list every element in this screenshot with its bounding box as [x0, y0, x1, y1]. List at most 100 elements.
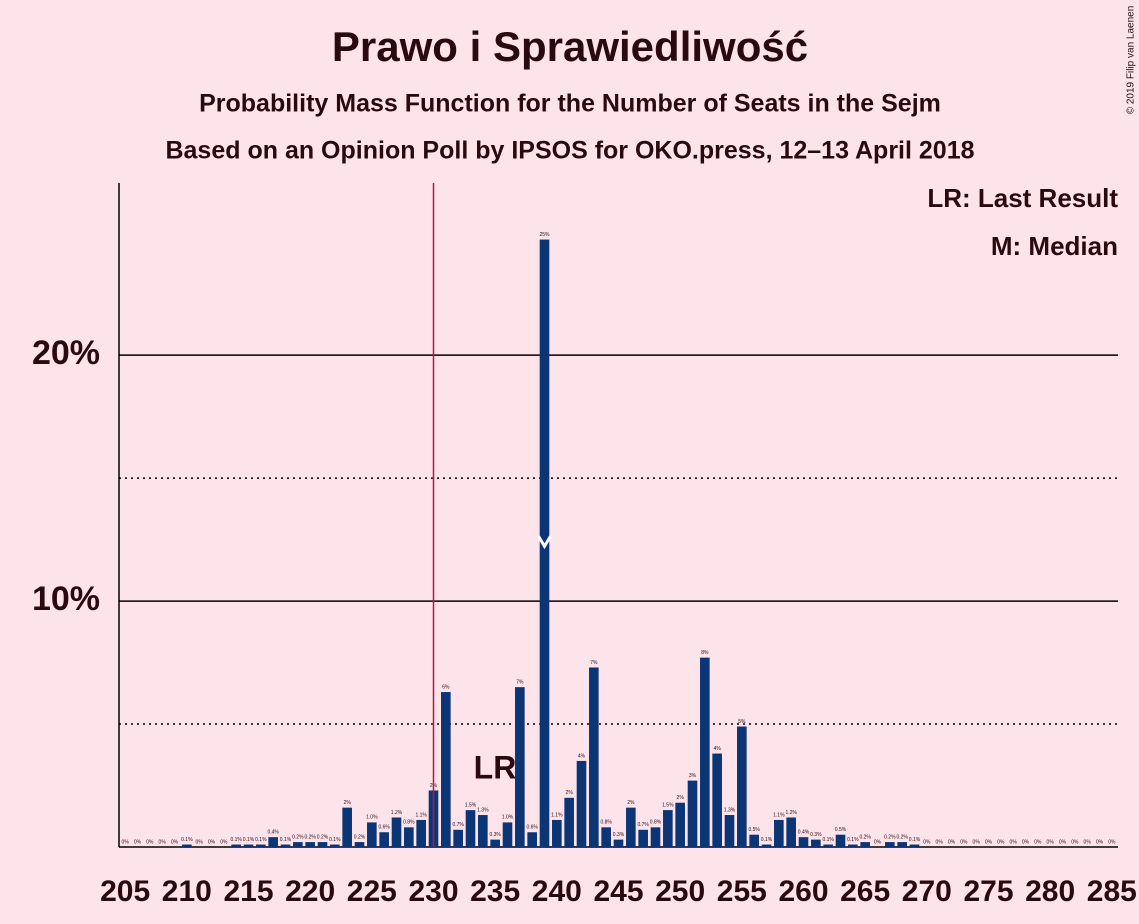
- bar: [453, 829, 463, 847]
- x-tick-label: 240: [532, 875, 582, 908]
- bar: [798, 837, 809, 847]
- value-label: 0.1%: [822, 837, 834, 843]
- value-label: 0%: [1022, 839, 1030, 845]
- x-tick-label: 245: [593, 875, 643, 908]
- value-label: 1.1%: [551, 812, 563, 818]
- value-label: 0.2%: [304, 834, 316, 840]
- x-tick-label: 265: [840, 875, 890, 908]
- value-label: 1.5%: [465, 802, 477, 808]
- value-label: 4%: [578, 753, 586, 759]
- value-label: 0%: [973, 839, 981, 845]
- x-tick-label: 230: [408, 875, 458, 908]
- bar: [280, 844, 291, 847]
- value-label: 0%: [208, 839, 216, 845]
- x-tick-label: 255: [717, 875, 767, 908]
- value-label: 0.5%: [835, 827, 847, 833]
- value-label: 0%: [936, 839, 944, 845]
- value-label: 1.1%: [773, 812, 785, 818]
- bar: [700, 657, 710, 847]
- value-label: 0.2%: [884, 834, 896, 840]
- bar: [490, 839, 500, 847]
- x-tick-label: 270: [902, 875, 952, 908]
- x-tick-label: 235: [470, 875, 520, 908]
- bar: [897, 842, 907, 847]
- value-label: 2%: [677, 795, 685, 801]
- value-label: 1.3%: [477, 807, 489, 813]
- value-label: 0%: [1059, 839, 1067, 845]
- bar: [848, 844, 858, 847]
- value-label: 0.2%: [896, 834, 908, 840]
- bar: [687, 780, 698, 847]
- bar: [823, 844, 833, 847]
- bar: [811, 839, 821, 847]
- bar: [317, 842, 328, 847]
- value-label: 0.3%: [810, 832, 822, 838]
- x-tick-label: 215: [223, 875, 273, 908]
- value-label: 0.4%: [267, 829, 279, 835]
- bar: [293, 842, 303, 847]
- value-label: 1.2%: [391, 810, 403, 816]
- value-label: 0%: [960, 839, 968, 845]
- bar: [404, 827, 414, 847]
- bar: [564, 797, 574, 847]
- bar: [416, 819, 426, 847]
- value-label: 0.2%: [292, 834, 304, 840]
- value-label: 6%: [442, 684, 450, 690]
- bar: [786, 817, 796, 847]
- value-label: 0%: [1084, 839, 1092, 845]
- bar: [182, 844, 192, 847]
- bar: [626, 807, 636, 847]
- bar: [737, 726, 747, 847]
- x-tick-label: 250: [655, 875, 705, 908]
- value-label: 8%: [701, 650, 709, 656]
- median-marker: [537, 535, 552, 550]
- value-label: 1.0%: [502, 815, 514, 821]
- value-label: 0.1%: [243, 837, 255, 843]
- bar: [342, 807, 352, 847]
- value-label: 0%: [1010, 839, 1018, 845]
- value-label: 0.1%: [329, 837, 341, 843]
- value-label: 0%: [122, 839, 130, 845]
- value-label: 0.3%: [613, 832, 625, 838]
- bar: [650, 827, 661, 847]
- value-label: 25%: [539, 232, 550, 238]
- chart-subtitle: Probability Mass Function for the Number…: [199, 90, 941, 118]
- value-label: 2%: [566, 790, 574, 796]
- x-tick-label: 285: [1087, 875, 1137, 908]
- value-label: 0.1%: [909, 837, 921, 843]
- value-label: 0.1%: [761, 837, 773, 843]
- bar: [774, 819, 784, 847]
- value-label: 0.7%: [452, 822, 464, 828]
- value-label: 1.3%: [724, 807, 736, 813]
- bar: [576, 760, 587, 847]
- bar: [539, 239, 550, 847]
- x-tick-label: 225: [347, 875, 397, 908]
- bar: [515, 687, 525, 847]
- x-tick-label: 220: [285, 875, 335, 908]
- y-tick-label: 20%: [32, 334, 100, 372]
- value-label: 0%: [146, 839, 154, 845]
- value-label: 0.7%: [637, 822, 649, 828]
- last-result-label: LR: [474, 749, 517, 785]
- bar: [638, 829, 648, 847]
- value-label: 0%: [134, 839, 142, 845]
- value-label: 1.2%: [785, 810, 797, 816]
- value-label: 7%: [516, 679, 524, 685]
- x-tick-label: 205: [100, 875, 150, 908]
- value-label: 0.3%: [489, 832, 501, 838]
- bar: [354, 842, 365, 847]
- bar: [724, 815, 735, 847]
- bar: [379, 832, 389, 847]
- x-tick-label: 260: [778, 875, 828, 908]
- value-label: 0%: [171, 839, 179, 845]
- x-tick-label: 280: [1025, 875, 1075, 908]
- value-label: 0%: [1071, 839, 1079, 845]
- value-label: 0%: [1096, 839, 1104, 845]
- bar: [613, 839, 624, 847]
- bar: [885, 842, 895, 847]
- y-tick-label: 10%: [32, 580, 100, 618]
- bar: [675, 802, 685, 847]
- value-label: 0%: [1108, 839, 1116, 845]
